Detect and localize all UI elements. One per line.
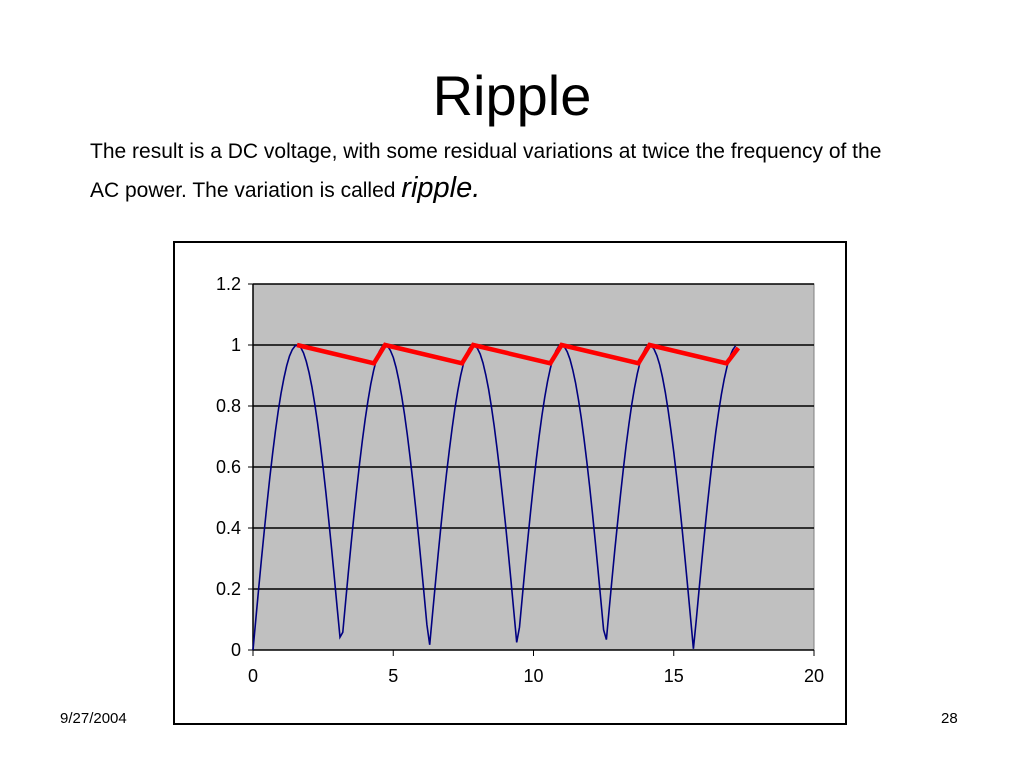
- x-tick-label: 5: [388, 666, 398, 686]
- y-tick-label: 0: [231, 640, 241, 660]
- slide-title: Ripple: [432, 64, 592, 127]
- x-tick-label: 15: [664, 666, 684, 686]
- body-text-emphasis: ripple.: [401, 172, 481, 204]
- chart-frame: 0 0.2 0.4 0.6 0.8 1 1.2 0 5 10 15 20: [173, 241, 847, 725]
- ripple-series-line: [296, 342, 741, 366]
- x-tick-label: 10: [523, 666, 543, 686]
- ripple-chart: 0 0.2 0.4 0.6 0.8 1 1.2 0 5 10 15 20: [216, 274, 824, 686]
- slide-body-text: The result is a DC voltage, with some re…: [90, 134, 890, 209]
- footer-date: 9/27/2004: [60, 710, 127, 727]
- rectified-sine-series-line: [252, 344, 737, 651]
- y-tick-label: 0.4: [216, 518, 241, 538]
- y-tick-label: 1.2: [216, 274, 241, 294]
- y-tick-label: 0.6: [216, 457, 241, 477]
- page-number: 28: [941, 710, 958, 727]
- y-tick-label: 0.2: [216, 579, 241, 599]
- x-tick-label: 0: [248, 666, 258, 686]
- y-tick-label: 1: [231, 335, 241, 355]
- x-tick-label: 20: [804, 666, 824, 686]
- body-text-main: The result is a DC voltage, with some re…: [90, 140, 882, 202]
- y-tick-label: 0.8: [216, 396, 241, 416]
